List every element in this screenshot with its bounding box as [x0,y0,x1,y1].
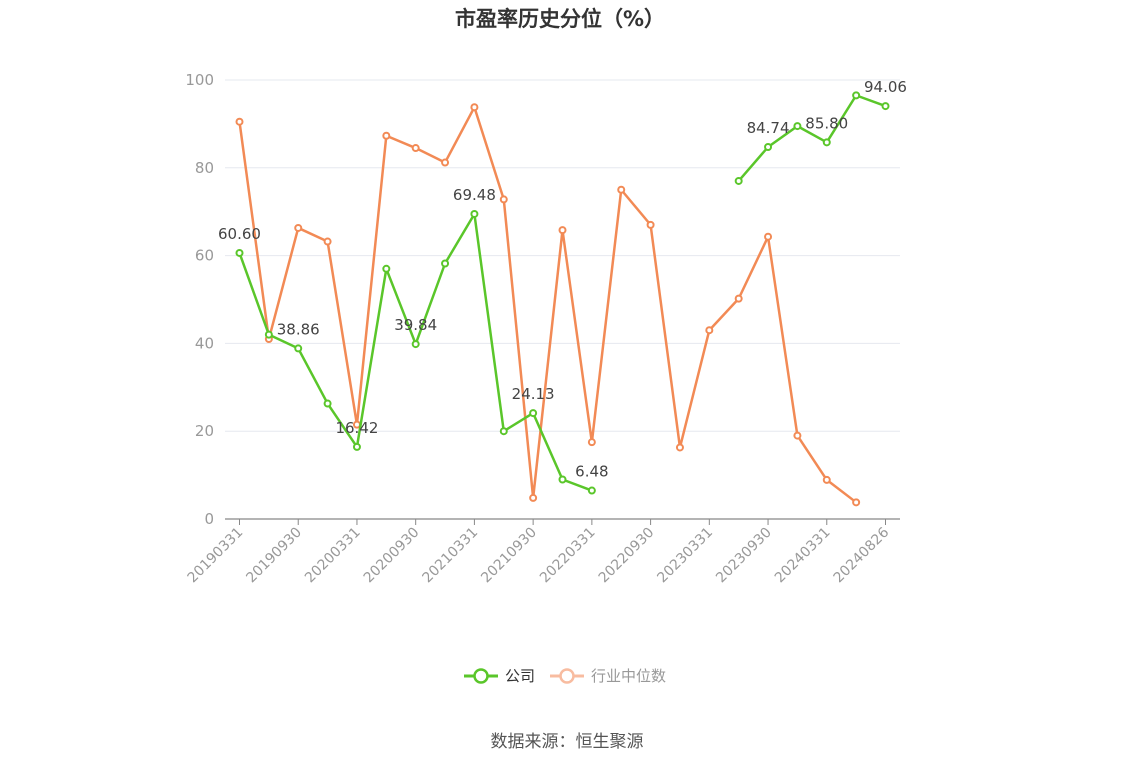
data-point[interactable] [470,103,479,112]
data-point[interactable] [470,209,479,218]
data-label: 38.86 [277,320,320,338]
data-point[interactable] [646,220,655,229]
x-tick-label: 20190331 [185,525,247,587]
data-point[interactable] [793,431,802,440]
y-tick-label: 60 [195,247,214,265]
legend-company-label: 公司 [505,667,535,685]
y-axis-ticks: 0 20 40 60 80 100 [185,71,214,528]
data-point[interactable] [558,475,567,484]
data-point[interactable] [499,427,508,436]
data-point[interactable] [235,248,244,257]
data-point[interactable] [705,326,714,335]
x-tick-label: 20200331 [302,525,364,587]
data-point[interactable] [734,294,743,303]
legend: 公司 行业中位数 [464,667,666,685]
data-point[interactable] [382,264,391,273]
data-point[interactable] [793,122,802,131]
x-tick-label: 20210331 [420,525,482,587]
data-label: 69.48 [453,186,496,204]
data-label: 60.60 [218,225,261,243]
y-tick-label: 80 [195,159,214,177]
data-point[interactable] [587,486,596,495]
y-tick-label: 40 [195,334,214,352]
data-point[interactable] [382,131,391,140]
data-point[interactable] [764,142,773,151]
data-point[interactable] [764,232,773,241]
legend-item-company[interactable]: 公司 [464,667,535,685]
data-point[interactable] [294,344,303,353]
x-tick-label: 20230331 [654,525,716,587]
data-labels: 60.60 38.86 16.42 39.84 69.48 24.13 6.48 84.74 8… [218,78,907,480]
data-label: 94.06 [864,78,907,96]
legend-company-marker [473,668,489,684]
legend-item-industry[interactable]: 行业中位数 [550,667,666,685]
data-point[interactable] [352,442,361,451]
data-point[interactable] [852,498,861,507]
legend-industry-label: 行业中位数 [591,667,666,685]
data-point[interactable] [558,226,567,235]
data-label: 39.84 [394,316,437,334]
data-point[interactable] [411,340,420,349]
data-point[interactable] [587,438,596,447]
legend-industry-marker [559,668,575,684]
data-point[interactable] [881,102,890,111]
data-point[interactable] [323,237,332,246]
data-label: 6.48 [575,463,608,481]
data-label: 24.13 [512,385,555,403]
data-point[interactable] [411,144,420,153]
data-point[interactable] [499,195,508,204]
data-label: 16.42 [335,419,378,437]
data-point[interactable] [264,330,273,339]
x-axis-ticks: 2019033120190930202003312020093020210331… [185,519,893,587]
series-company [235,91,890,495]
data-point[interactable] [822,138,831,147]
data-point[interactable] [734,176,743,185]
y-tick-label: 100 [185,71,214,89]
x-tick-label: 20240826 [831,524,893,586]
x-tick-label: 20220930 [596,525,658,587]
data-point[interactable] [529,493,538,502]
data-point[interactable] [323,399,332,408]
series-line [737,94,886,182]
data-point[interactable] [235,117,244,126]
x-tick-label: 20210930 [478,525,540,587]
data-point[interactable] [675,443,684,452]
series-group [235,91,890,507]
y-tick-label: 0 [204,510,214,528]
data-point[interactable] [294,223,303,232]
data-point[interactable] [441,259,450,268]
data-source: 数据来源：恒生聚源 [491,732,644,752]
data-point[interactable] [441,158,450,167]
x-tick-label: 20240331 [772,525,834,587]
y-tick-label: 20 [195,422,214,440]
data-point[interactable] [822,475,831,484]
x-tick-label: 20220331 [537,525,599,587]
x-tick-label: 20190930 [243,525,305,587]
data-point[interactable] [529,409,538,418]
x-tick-label: 20200930 [361,525,423,587]
series-line [238,105,857,504]
data-point[interactable] [852,91,861,100]
data-label: 85.80 [805,114,848,132]
data-label: 84.74 [747,119,790,137]
x-tick-label: 20230930 [713,525,775,587]
grid-lines [225,79,900,432]
data-point[interactable] [617,185,626,194]
chart-title: 市盈率历史分位（%） [455,7,665,31]
